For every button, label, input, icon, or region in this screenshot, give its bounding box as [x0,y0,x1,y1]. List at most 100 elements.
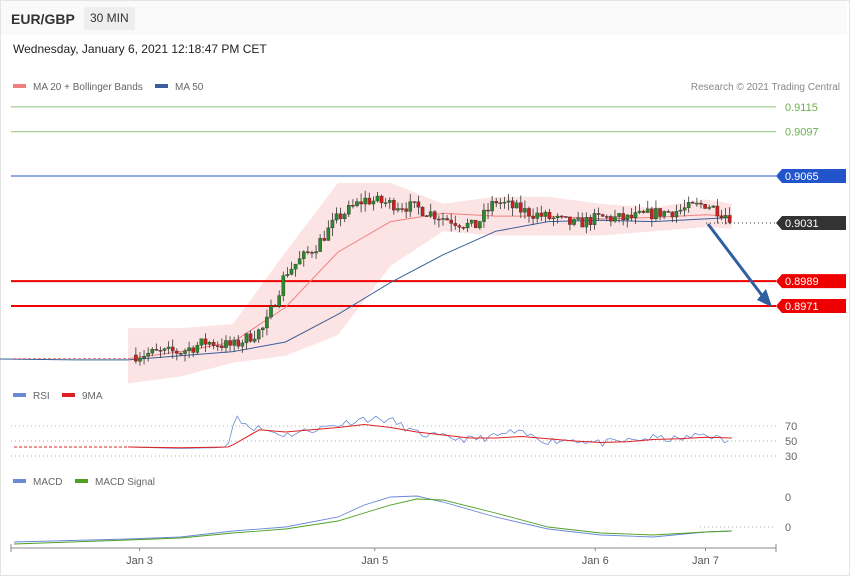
candle-bull [256,329,261,340]
candle-bull [469,219,474,224]
ma20-legend-swatch [13,84,26,88]
candle-bear [215,345,220,347]
macd-line [13,495,732,543]
rsi-level-label-70: 70 [785,421,797,433]
candle-bull [269,305,273,318]
candle-bear [236,339,241,347]
candle-bull [281,275,286,296]
candle-bull [723,215,728,218]
copyright-text: Research © 2021 Trading Central [691,82,840,93]
level-label-0.8971: 0.8971 [785,301,819,313]
candle-bull [408,201,413,212]
macd-tick-label: 0 [785,492,791,504]
x-tick-label: Jan 3 [126,555,153,567]
candle-bull [166,346,171,349]
rsi-ma-legend-swatch [62,393,75,397]
macd-tick-label: 0 [785,522,791,534]
candle-bear [310,252,314,254]
candle-bear [445,218,449,221]
level-label-0.9065: 0.9065 [785,171,819,183]
candle-bull [232,339,236,346]
candle-bull [301,251,306,259]
candle-bear [650,208,654,220]
macd-legend-label: MACD [33,477,62,488]
candle-bull [645,208,650,213]
macd-signal-legend-swatch [75,479,88,483]
rsi-level-label-30: 30 [785,451,797,463]
candle-bear [703,204,707,209]
candle-bull [387,200,392,203]
candle-bear [420,206,425,216]
candle-bull [592,213,597,225]
candle-bear [658,208,662,217]
candle-bear [179,353,183,355]
candle-bear [170,346,175,352]
candle-bear [154,349,159,351]
macd-panel: 00 [13,492,791,545]
level-label-0.8989: 0.8989 [785,276,819,288]
candle-bull [617,213,621,217]
candle-bear [600,214,605,217]
candle-bull [682,207,687,211]
candle-bear [379,195,384,204]
candle-bull [383,202,388,204]
candle-bear [580,217,585,228]
candle-bear [400,208,404,210]
candle-bear [715,205,720,217]
price-legend: MA 20 + Bollinger Bands MA 50 Research ©… [13,82,840,93]
candle-bear [351,205,355,207]
candle-bear [527,208,531,217]
candle-bear [605,216,609,218]
candle-bear [449,219,453,224]
candle-bull [506,200,511,203]
candle-bear [404,208,408,212]
candle-bear [670,211,675,218]
candle-bull [371,200,376,205]
candle-bear [559,215,564,218]
candle-bear [641,210,646,213]
candle-bull [342,213,347,220]
forecast-arrow-head [757,289,772,307]
candle-bull [654,208,658,220]
candle-bear [359,201,363,205]
candle-bull [502,201,507,204]
ma50-line [0,217,732,361]
candle-bull [318,238,322,252]
x-tick-label: Jan 7 [692,555,719,567]
candle-bear [424,215,429,217]
candle-bull [625,214,630,221]
candle-bear [175,350,179,354]
candle-bear [461,227,466,229]
candle-bear [392,200,396,211]
candle-bear [564,216,568,218]
candle-bull [428,211,433,217]
candle-bull [252,338,257,342]
candle-bull [261,327,265,330]
candle-bear [666,211,671,213]
candle-bull [555,215,560,219]
candle-bull [707,207,711,209]
candle-bull [637,210,642,213]
candle-bull [289,268,294,275]
candle-bear [220,345,224,348]
candle-bear [248,333,253,342]
ma50-legend-swatch [155,84,168,88]
candle-bull [441,218,445,220]
candle-bull [711,205,716,208]
rsi-panel: 70 50 30 [11,415,797,463]
candle-bear [494,201,499,204]
candle-bull [162,348,167,351]
candle-bull [674,211,679,218]
candle-bull [584,217,589,228]
candle-bull [633,212,638,219]
candle-bull [498,202,503,204]
candle-bull [265,316,269,329]
candle-bear [519,202,523,213]
candle-bear [412,201,417,203]
candle-bear [609,216,613,222]
timeframe-button[interactable]: 30 MIN [84,7,135,30]
bollinger-band [128,182,732,384]
level-tag-0.8971 [776,299,846,313]
candle-bear [191,347,196,353]
